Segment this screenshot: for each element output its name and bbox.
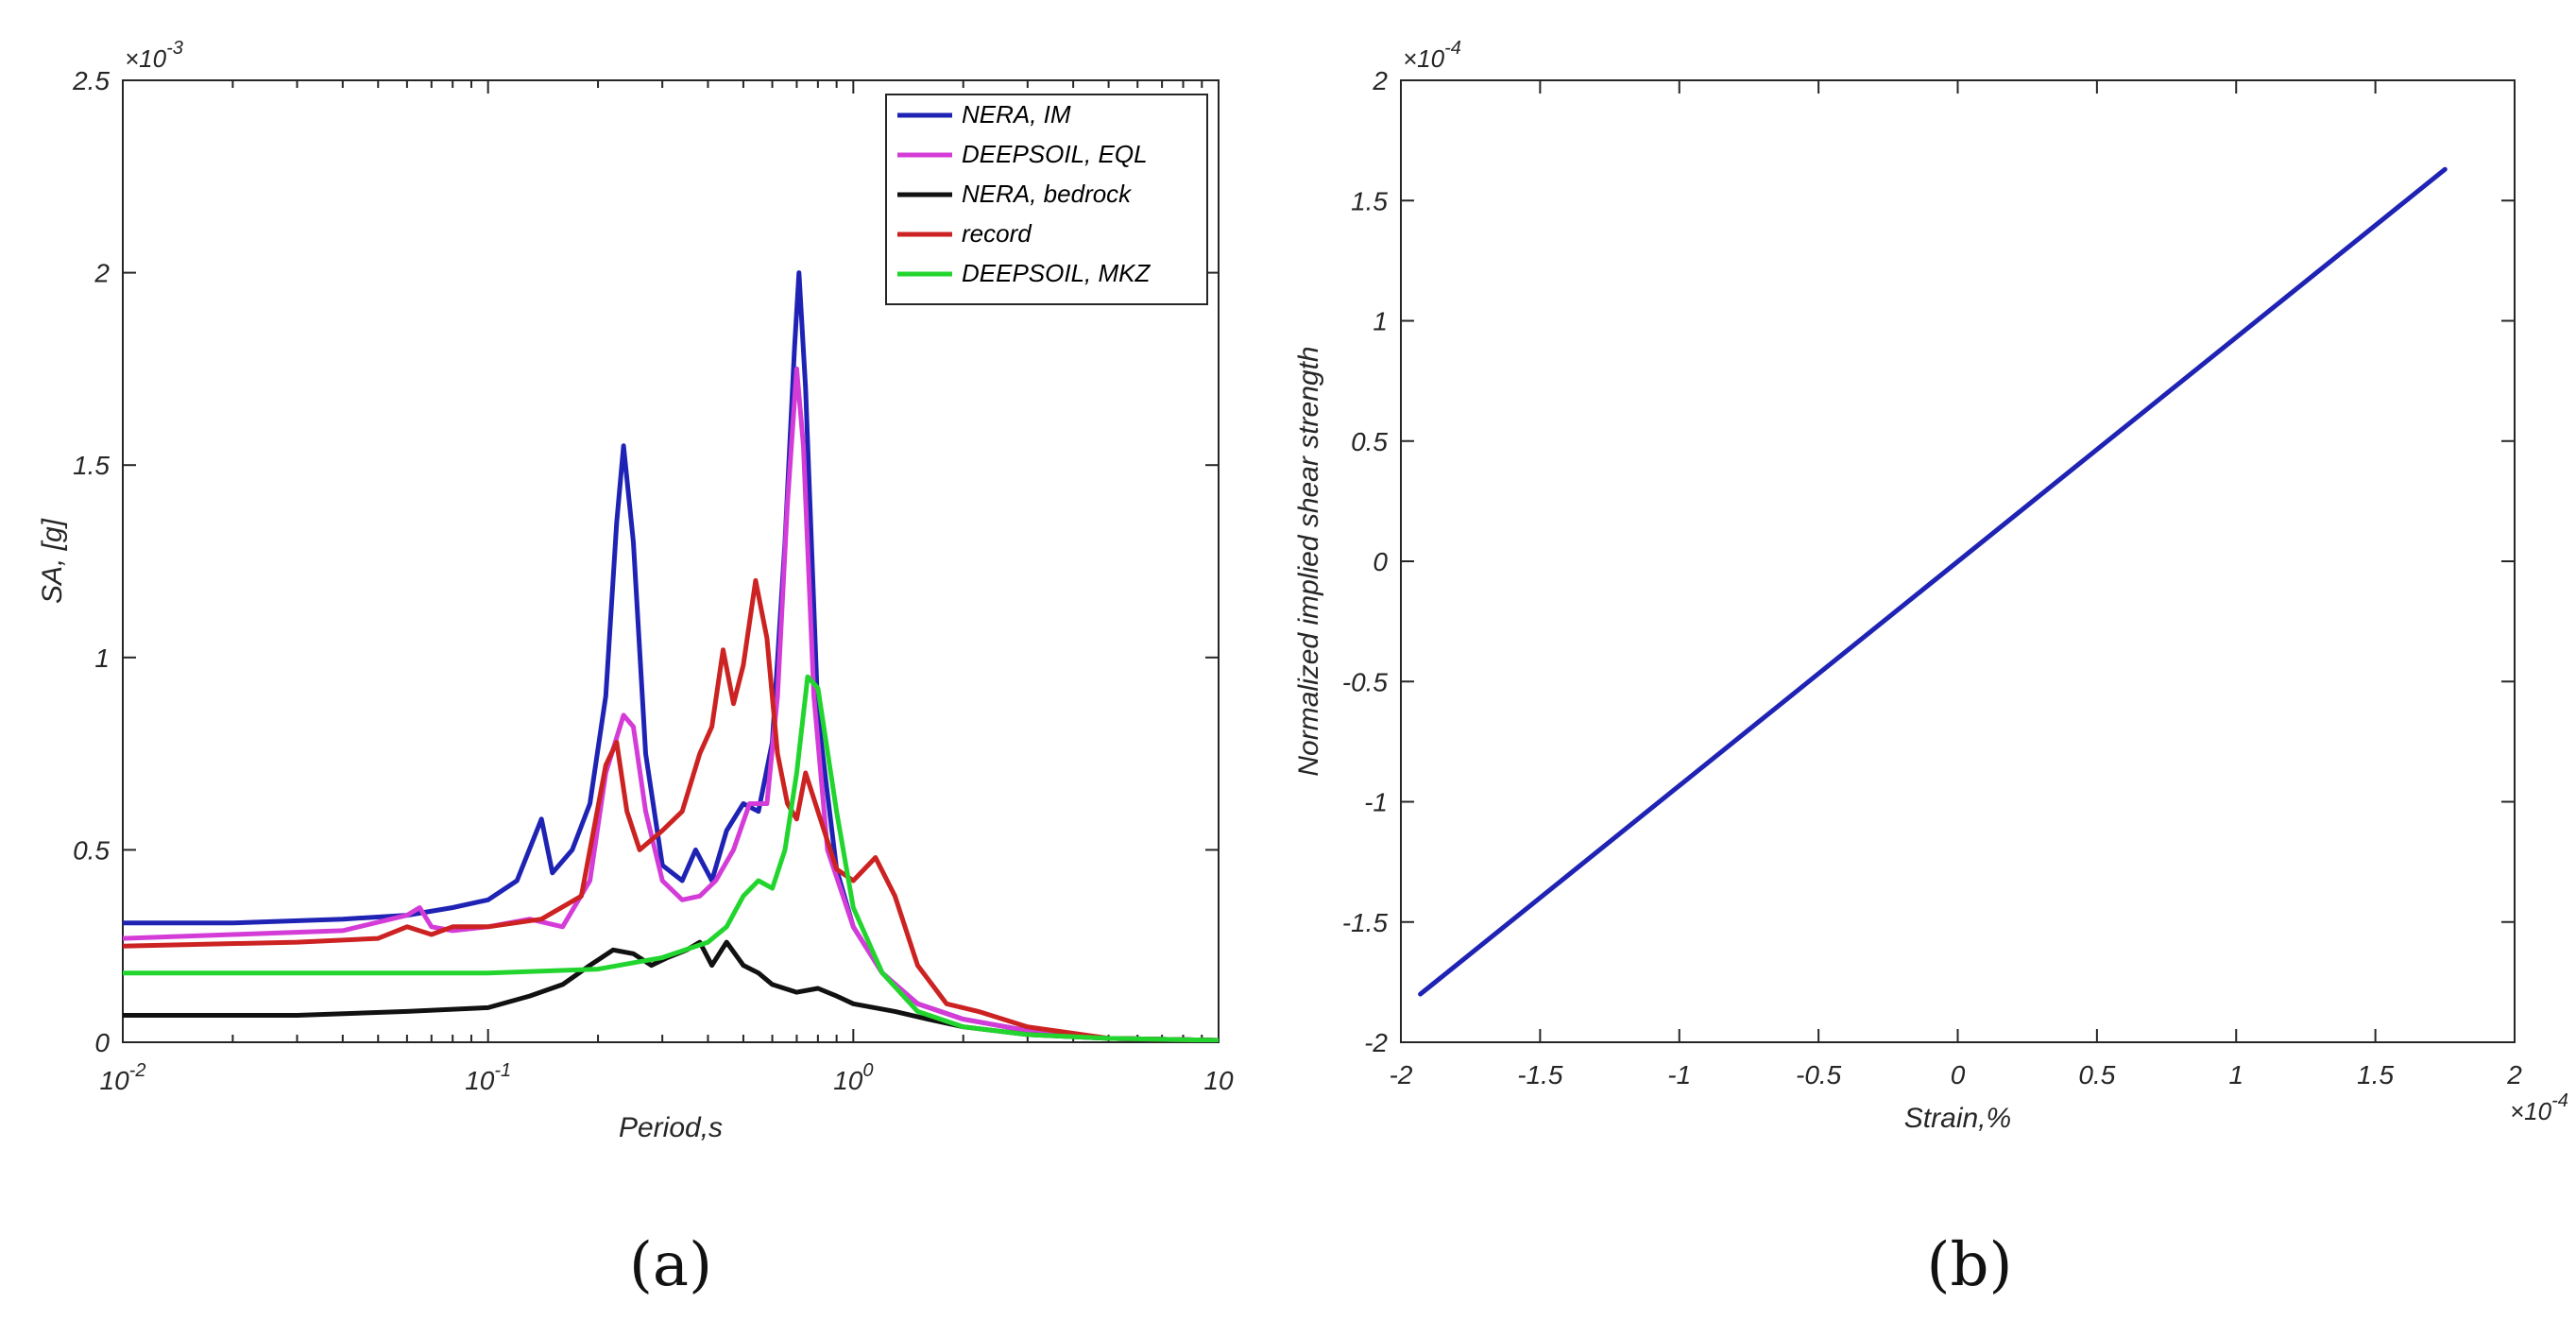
series-line-5 (123, 674, 1219, 1042)
x-tick-label-b: -0.5 (1796, 1060, 1842, 1089)
legend-label: DEEPSOIL, MKZ (962, 259, 1151, 287)
series-line-2 (123, 366, 1219, 1042)
panel-label-b: (b) (1927, 1230, 2013, 1300)
x-tick-label-a: 100 (833, 1060, 873, 1095)
y-tick-label-b: 2 (1372, 66, 1388, 95)
y-tick-label-a: 1 (94, 643, 110, 673)
x-tick-label-b: 1 (2228, 1060, 2243, 1089)
y-tick-label-a: 0 (94, 1028, 110, 1057)
legend-label: NERA, bedrock (962, 180, 1133, 208)
y-tick-label-b: -2 (1364, 1028, 1388, 1057)
y-tick-label-b: -1.5 (1342, 908, 1389, 937)
x-multiplier-b: ×10-4 (2510, 1090, 2568, 1125)
chart-b: -2 -1.5 -1 -0.5 0 0.5 1 1.5 2 -2 -1.5 -1 -0.5 0 0.5 1 1.… (1293, 38, 2568, 1134)
strain-strength-line (1418, 166, 2448, 997)
y-tick-label-a: 0.5 (73, 835, 110, 865)
legend-box (885, 94, 1208, 305)
x-axis-title-b: Strain,% (1904, 1103, 2011, 1134)
y-tick-label-b: -0.5 (1342, 667, 1389, 696)
legend-label: DEEPSOIL, EQL (962, 140, 1148, 168)
x-tick-label-b: 0.5 (2078, 1060, 2115, 1089)
chart-a: 10-2 10-1 100 1000.511.522.5×10-3Period,sSA… (37, 38, 1234, 1143)
x-tick-label-a: 10 (1203, 1066, 1234, 1095)
x-tick-label-b: -1 (1667, 1060, 1691, 1089)
y-axis-title-a: SA, [g] (37, 518, 68, 604)
y-tick-label-a: 1.5 (73, 451, 110, 480)
series-line-1 (123, 270, 1219, 1042)
y-multiplier-b: ×10-4 (1403, 38, 1461, 73)
x-tick-label-a: 10-2 (100, 1060, 146, 1095)
series-line-4 (123, 577, 1219, 1042)
x-tick-label-b: 1.5 (2357, 1060, 2394, 1089)
legend-label: NERA, IM (962, 100, 1071, 129)
x-tick-label-b: 2 (2506, 1060, 2522, 1089)
x-tick-label-b: 0 (1951, 1060, 1966, 1089)
y-tick-label-b: -1 (1364, 788, 1388, 817)
y-axis-title-b: Normalized implied shear strength (1293, 346, 1324, 776)
series-line-3 (123, 939, 1219, 1042)
y-tick-label-b: 1.5 (1351, 186, 1388, 215)
y-tick-label-b: 0 (1373, 547, 1388, 576)
x-tick-label-a: 10-1 (465, 1060, 511, 1095)
y-tick-label-b: 1 (1373, 307, 1388, 336)
x-axis-title-a: Period,s (619, 1112, 723, 1143)
x-tick-label-b: -2 (1390, 1060, 1413, 1089)
panel-label-a: (a) (629, 1230, 712, 1300)
plot-frame-a (122, 79, 1220, 1043)
x-tick-label-b: -1.5 (1517, 1060, 1563, 1089)
y-tick-label-b: 0.5 (1351, 427, 1388, 456)
y-multiplier-a: ×10-3 (125, 38, 183, 73)
y-tick-label-a: 2 (94, 259, 110, 288)
legend-label: record (962, 219, 1032, 248)
y-tick-label-a: 2.5 (72, 66, 110, 95)
